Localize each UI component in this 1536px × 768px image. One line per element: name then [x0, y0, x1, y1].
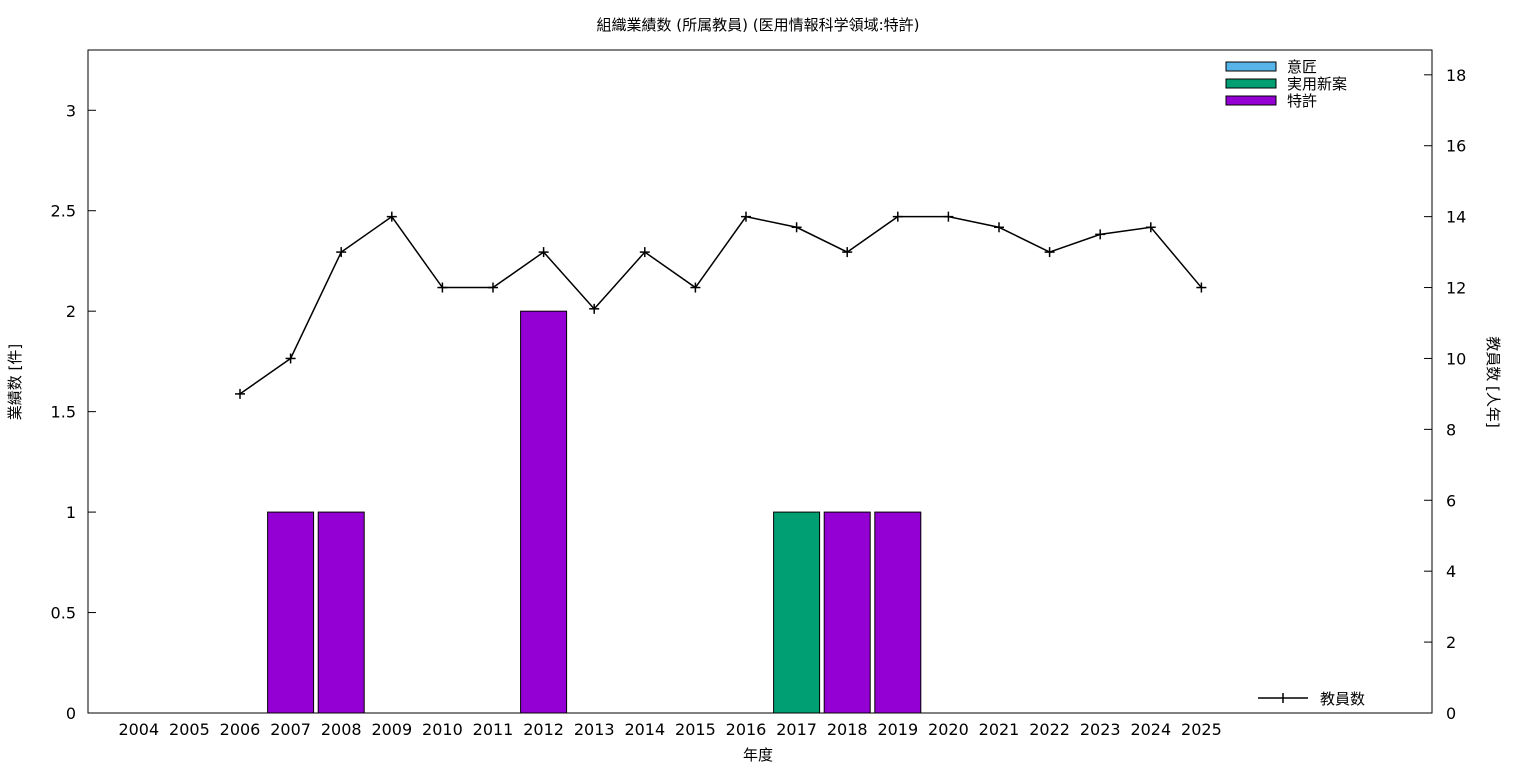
series-line [239, 215, 1202, 395]
x-tick-label: 2009 [371, 720, 412, 739]
x-tick-label: 2021 [979, 720, 1020, 739]
y-tick-label: 2.5 [51, 202, 76, 221]
y-tick-label: 2 [66, 302, 76, 321]
line-point [285, 353, 296, 364]
y2-tick-label: 2 [1446, 633, 1456, 652]
legend-label: 特許 [1287, 92, 1317, 110]
x-tick-label: 2014 [624, 720, 665, 739]
line-point [994, 222, 1004, 233]
x-tick-label: 2017 [776, 720, 817, 739]
y-axis-label: 業績数 [件] [6, 344, 24, 420]
legend-swatch [1225, 95, 1277, 106]
x-tick-label: 2024 [1130, 720, 1171, 739]
y2-tick-label: 8 [1446, 420, 1456, 439]
line-point [639, 247, 650, 258]
y-tick-label: 1.5 [51, 403, 76, 422]
y-tick-label: 3 [66, 101, 76, 120]
bar [874, 511, 922, 714]
x-tick-label: 2004 [118, 720, 159, 739]
x-tick-label: 2007 [270, 720, 311, 739]
line-point [336, 247, 347, 258]
x-tick-label: 2025 [1181, 720, 1222, 739]
y2-tick-label: 0 [1446, 704, 1456, 723]
line-point [1145, 222, 1156, 233]
x-tick-label: 2011 [473, 720, 514, 739]
y2-tick-label: 12 [1446, 279, 1466, 298]
line-point [1044, 247, 1055, 258]
legend-label: 意匠 [1287, 58, 1317, 76]
legend-line-label: 教員数 [1320, 690, 1365, 708]
y2-tick-label: 10 [1446, 349, 1466, 368]
legend-swatch [1225, 61, 1277, 72]
line-point [892, 211, 903, 222]
x-tick-label: 2012 [523, 720, 564, 739]
x-tick-label: 2022 [1029, 720, 1070, 739]
line-point [589, 303, 600, 314]
line-point [1095, 229, 1106, 240]
line-point [538, 247, 549, 258]
plot-frame [87, 49, 1433, 714]
y2-axis-label: 教員数 [人年] [1484, 336, 1502, 427]
x-axis-label: 年度 [743, 746, 773, 764]
x-tick-label: 2016 [726, 720, 767, 739]
bar [317, 511, 365, 714]
line-point [235, 388, 245, 399]
x-tick-label: 2015 [675, 720, 716, 739]
y-tick-label: 0 [66, 704, 76, 723]
legend-swatch [1225, 78, 1277, 89]
line-point [741, 211, 751, 222]
x-tick-label: 2018 [827, 720, 868, 739]
y2-tick-label: 14 [1446, 208, 1466, 227]
y2-tick-label: 6 [1446, 491, 1456, 510]
bar [520, 310, 568, 714]
y-tick-label: 1 [66, 503, 76, 522]
x-tick-label: 2010 [422, 720, 463, 739]
bar [267, 511, 315, 714]
x-tick-label: 2008 [321, 720, 362, 739]
x-tick-label: 2006 [220, 720, 261, 739]
x-tick-label: 2023 [1080, 720, 1121, 739]
chart-title: 組織業績数 (所属教員) (医用情報科学領域:特許) [596, 16, 919, 34]
x-tick-label: 2013 [574, 720, 615, 739]
y2-tick-label: 18 [1446, 66, 1466, 85]
line-point [488, 282, 498, 293]
y2-tick-label: 4 [1446, 562, 1456, 581]
line-point [1196, 282, 1207, 293]
x-tick-label: 2005 [169, 720, 210, 739]
bar [823, 511, 871, 714]
line-point [690, 282, 701, 293]
line-point [943, 211, 954, 222]
x-tick-label: 2019 [877, 720, 918, 739]
line-point [842, 247, 853, 258]
legend-label: 実用新案 [1287, 75, 1347, 93]
line-point [791, 222, 802, 233]
line-point [437, 282, 448, 293]
line-point [386, 211, 397, 222]
bar [773, 511, 821, 714]
y-tick-label: 0.5 [51, 604, 76, 623]
y2-tick-label: 16 [1446, 137, 1466, 156]
x-tick-label: 2020 [928, 720, 969, 739]
